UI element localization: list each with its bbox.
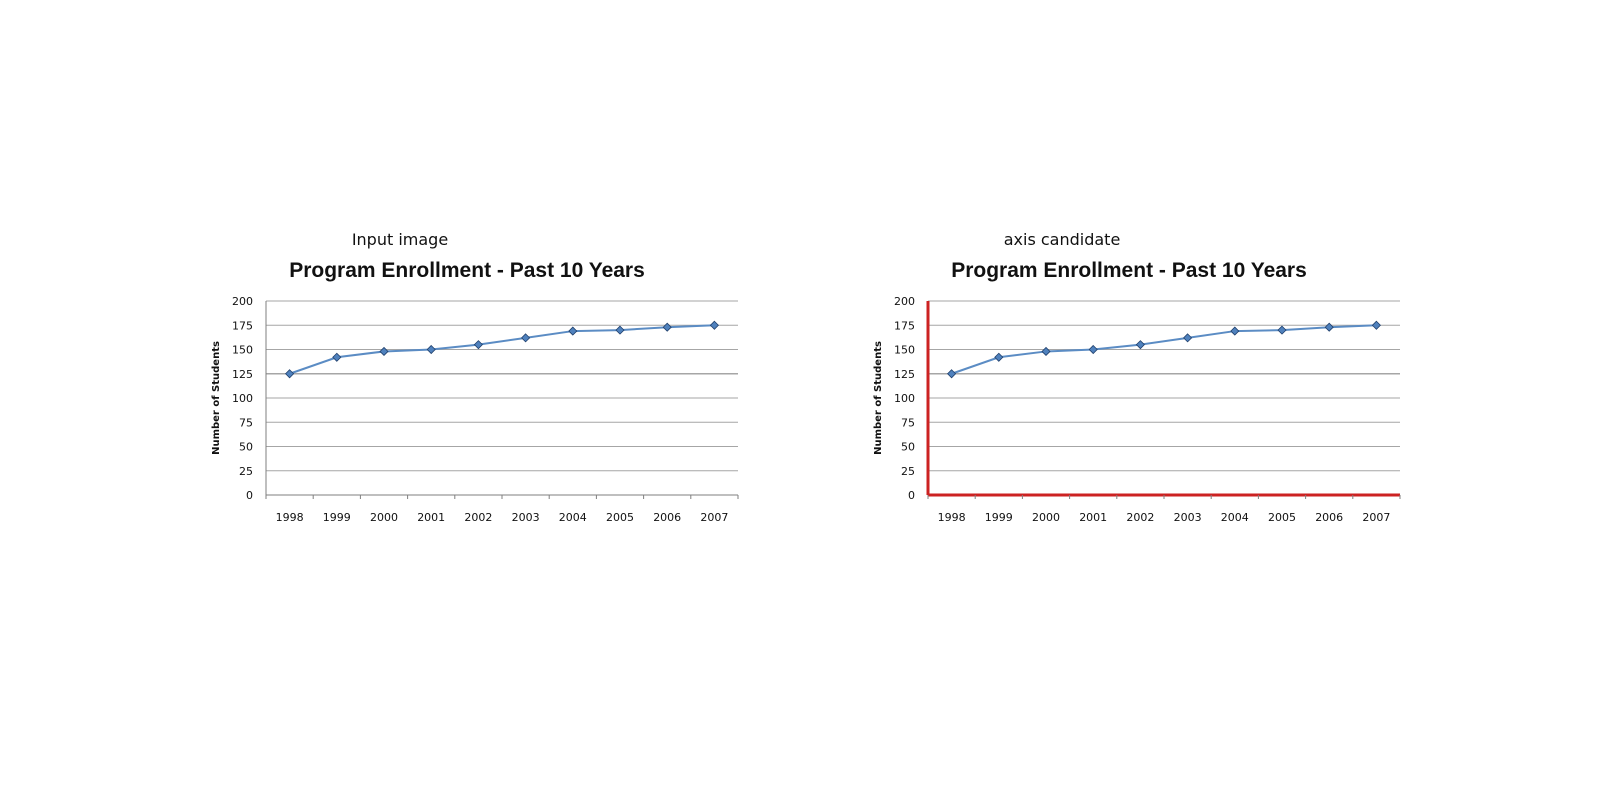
data-point [994, 352, 1004, 362]
y-tick-label: 100 [894, 392, 915, 405]
data-point [1324, 322, 1334, 332]
y-tick-label: 75 [239, 416, 253, 429]
y-axis-label: Number of Students [211, 341, 222, 455]
x-tick-label: 2002 [464, 511, 492, 524]
series-line [951, 324, 1377, 375]
y-tick-label: 0 [908, 489, 915, 502]
y-tick-label: 150 [232, 344, 253, 357]
data-point [285, 369, 295, 379]
x-tick-label: 2004 [1221, 511, 1249, 524]
panel-input-image: Input image Program Enrollment - Past 10… [211, 230, 739, 524]
y-tick-label: 50 [901, 441, 915, 454]
data-point [568, 326, 578, 336]
x-tick-label: 1998 [938, 511, 966, 524]
y-tick-label: 100 [232, 392, 253, 405]
data-point [662, 322, 672, 332]
x-tick-label: 2005 [606, 511, 634, 524]
y-axis-label: Number of Students [873, 341, 884, 455]
y-tick-label: 75 [901, 416, 915, 429]
data-point [709, 320, 719, 330]
y-tick-label: 200 [894, 295, 915, 308]
y-tick-label: 25 [901, 465, 915, 478]
x-tick-label: 2001 [417, 511, 445, 524]
y-tick-label: 150 [894, 344, 915, 357]
y-tick-label: 200 [232, 295, 253, 308]
chart-svg: Program Enrollment - Past 10 Years 0 25 50 7… [211, 259, 739, 524]
x-tick-label: 1999 [323, 511, 351, 524]
x-tick-label: 2006 [653, 511, 681, 524]
y-tick-label: 50 [239, 441, 253, 454]
x-tick-label: 2005 [1268, 511, 1296, 524]
x-tick-label: 2004 [559, 511, 587, 524]
x-tick-label: 2002 [1126, 511, 1154, 524]
y-tick-label: 125 [894, 368, 915, 381]
data-point [521, 333, 531, 343]
panel-axis-candidate: axis candidate Program Enrollment - Past… [662, 0, 1462, 800]
x-tick-label: 2007 [700, 511, 728, 524]
data-point [1183, 333, 1193, 343]
x-tick-label: 2003 [1174, 511, 1202, 524]
chart-title: Program Enrollment - Past 10 Years [289, 259, 645, 282]
x-tick-label: 1998 [276, 511, 304, 524]
x-tick-label: 1999 [985, 511, 1013, 524]
data-point [426, 344, 436, 355]
x-tick-label: 2000 [370, 511, 398, 524]
y-tick-label: 125 [232, 368, 253, 381]
data-point [473, 340, 483, 350]
data-point [1088, 344, 1098, 355]
data-point [1135, 340, 1145, 350]
chart-svg: Program Enrollment - Past 10 Years 0 25 50 7… [873, 259, 1401, 524]
series-line [289, 324, 715, 375]
data-point [1230, 326, 1240, 336]
x-tick-label: 2006 [1315, 511, 1343, 524]
x-tick-label: 2003 [512, 511, 540, 524]
y-tick-label: 175 [894, 319, 915, 332]
data-point [379, 346, 389, 357]
data-point [947, 369, 957, 379]
x-tick-label: 2001 [1079, 511, 1107, 524]
data-point [615, 325, 625, 335]
x-tick-label: 2007 [1362, 511, 1390, 524]
data-point [1371, 320, 1381, 330]
y-tick-label: 0 [246, 489, 253, 502]
y-tick-label: 25 [239, 465, 253, 478]
panel-caption: axis candidate [1003, 230, 1121, 249]
chart-title: Program Enrollment - Past 10 Years [951, 259, 1307, 282]
x-tick-label: 2000 [1032, 511, 1060, 524]
y-tick-label: 175 [232, 319, 253, 332]
data-point [332, 352, 342, 362]
data-point [1277, 325, 1287, 335]
panel-caption: Input image [351, 230, 449, 249]
data-point [1041, 346, 1051, 357]
